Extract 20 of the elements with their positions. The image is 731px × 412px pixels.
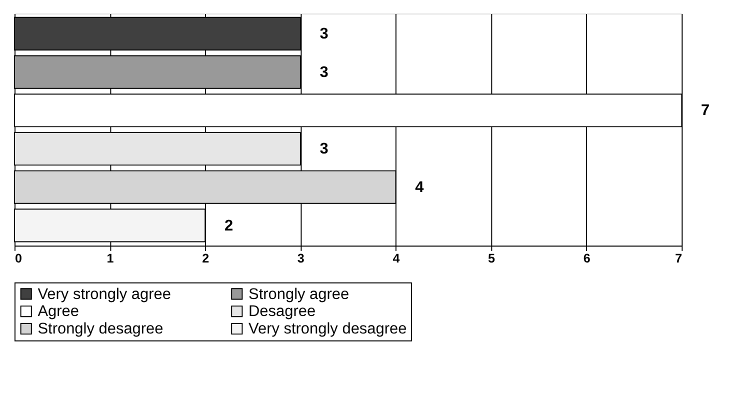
legend-label: Strongly desagree (38, 320, 164, 338)
x-tick-label: 5 (488, 252, 496, 266)
x-tick-label: 0 (14, 252, 22, 266)
data-label: 2 (224, 217, 234, 234)
x-tick-label: 1 (106, 252, 114, 266)
legend-label: Agree (38, 303, 79, 320)
data-label: 3 (320, 26, 329, 43)
x-tick-label: 4 (392, 252, 400, 266)
legend-label: Strongly agree (248, 286, 350, 303)
data-label: 3 (320, 64, 329, 81)
legend-label: Desagree (248, 303, 316, 320)
x-tick-label: 6 (583, 252, 590, 266)
legend-label: Very strongly agree (38, 286, 171, 303)
data-label: 3 (320, 140, 329, 158)
x-tick-label: 7 (675, 252, 682, 266)
x-tick-label: 3 (297, 252, 304, 266)
data-label: 7 (701, 102, 710, 120)
legend-label: Very strongly desagree (248, 320, 407, 338)
data-label: 4 (415, 178, 424, 196)
x-tick-label: 2 (202, 252, 210, 266)
